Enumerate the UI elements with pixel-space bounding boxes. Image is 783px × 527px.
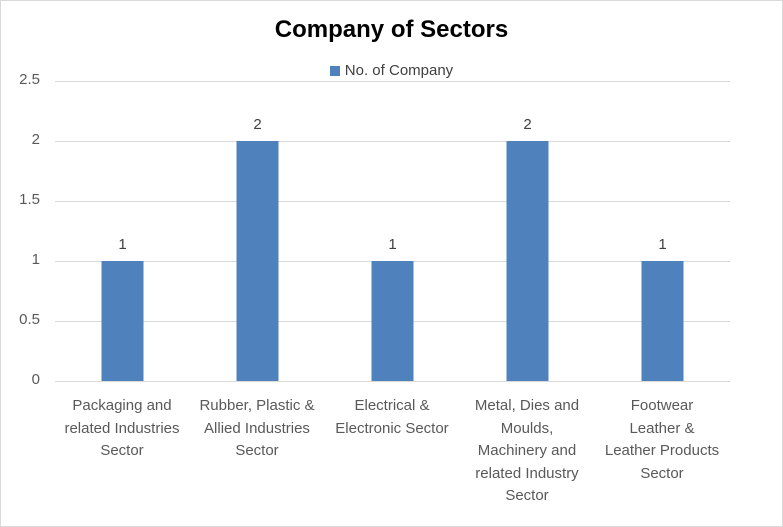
bar-0: [101, 261, 144, 381]
x-label-0: Packaging and related Industries Sector: [64, 397, 180, 459]
legend: No. of Company: [0, 62, 783, 79]
data-label-2: 1: [388, 236, 396, 253]
x-label-3: Metal, Dies and Moulds, Machinery and re…: [474, 397, 580, 504]
bar-4: [641, 261, 684, 381]
bar-3: [506, 141, 549, 381]
x-label-1: Rubber, Plastic & Allied Industries Sect…: [199, 397, 315, 459]
x-label-2: Electrical & Electronic Sector: [335, 397, 449, 437]
x-label-4: Footwear Leather & Leather Products Sect…: [604, 397, 720, 482]
y-tick-label-1: 0.5: [19, 311, 40, 328]
legend-swatch: [329, 65, 340, 76]
data-label-1: 2: [253, 116, 261, 133]
y-tick-label-3: 1.5: [19, 191, 40, 208]
bar-2: [371, 261, 414, 381]
y-tick-label-4: 2: [31, 131, 40, 148]
y-tick-label-5: 2.5: [19, 71, 40, 88]
data-label-4: 1: [658, 236, 666, 253]
legend-label: No. of Company: [344, 62, 454, 79]
y-tick-label-2: 1: [31, 251, 40, 268]
bar-1: [236, 141, 279, 381]
y-tick-label-0: 0: [31, 371, 40, 388]
data-label-0: 1: [118, 236, 126, 253]
data-label-3: 2: [523, 116, 531, 133]
chart-title: Company of Sectors: [274, 16, 509, 43]
